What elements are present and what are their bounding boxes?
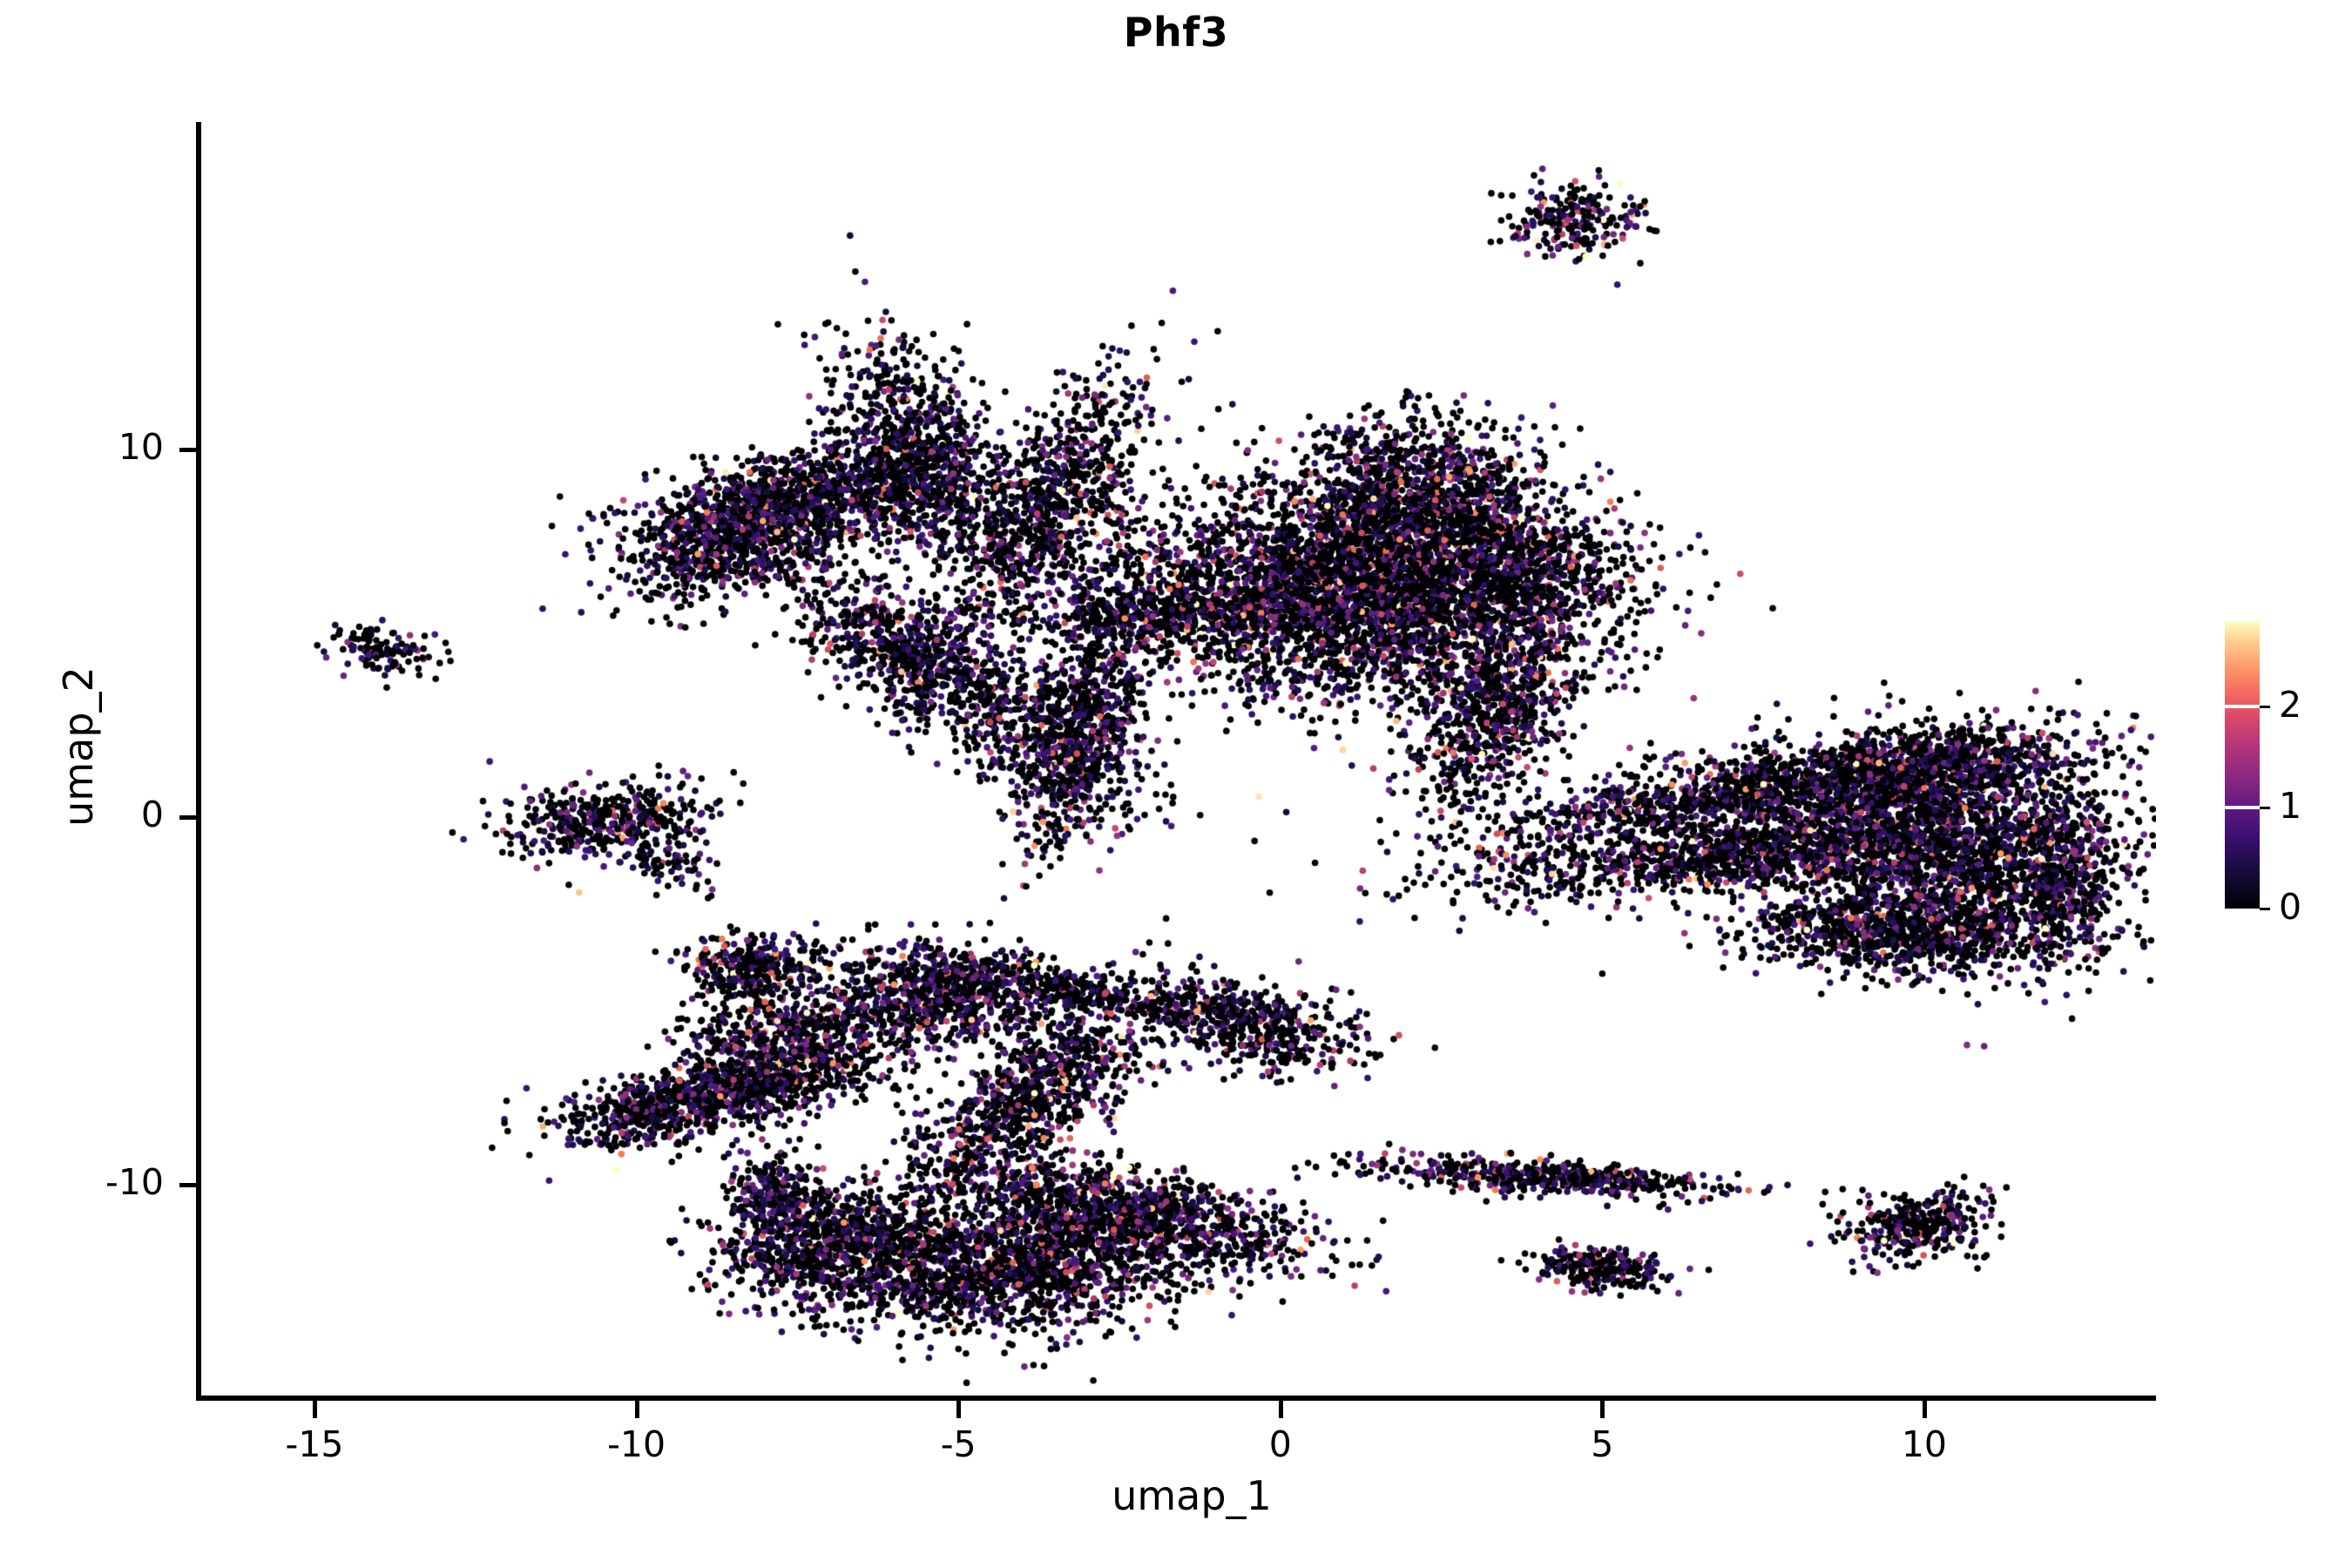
plot-area xyxy=(199,122,2156,1398)
x-tick-mark xyxy=(1278,1401,1283,1418)
x-axis-spine xyxy=(199,1396,2156,1401)
x-tick-mark xyxy=(1600,1401,1605,1418)
x-tick-mark xyxy=(1922,1401,1927,1418)
x-tick-label: -15 xyxy=(285,1423,344,1465)
y-axis-spine xyxy=(196,122,201,1401)
x-tick-mark xyxy=(956,1401,962,1418)
y-axis-label: umap_2 xyxy=(55,666,102,827)
colorbar-tick-label: 1 xyxy=(2279,785,2302,828)
colorbar-tick-outer xyxy=(2260,807,2270,810)
x-tick-label: -10 xyxy=(607,1423,666,1465)
x-tick-mark xyxy=(634,1401,639,1418)
x-tick-label: 0 xyxy=(1268,1423,1292,1465)
x-tick-label: 5 xyxy=(1591,1423,1614,1465)
x-tick-label: -5 xyxy=(940,1423,977,1465)
scatter-canvas xyxy=(199,122,2156,1398)
y-tick-label: 0 xyxy=(140,793,164,835)
x-tick-mark xyxy=(313,1401,318,1418)
x-axis-label: umap_1 xyxy=(1112,1472,1272,1519)
colorbar-gradient xyxy=(2225,621,2260,909)
colorbar-tick-label: 0 xyxy=(2279,886,2302,928)
y-tick-mark xyxy=(179,1183,197,1188)
y-tick-mark xyxy=(179,447,197,452)
colorbar-tick-outer xyxy=(2260,908,2270,910)
colorbar-tick-outer xyxy=(2260,706,2270,709)
colorbar-tick-label: 2 xyxy=(2279,684,2302,727)
colorbar-tick-mark xyxy=(2225,806,2260,810)
page-title: Phf3 xyxy=(1123,9,1229,56)
y-tick-label: -10 xyxy=(105,1161,164,1204)
y-tick-label: 10 xyxy=(118,425,164,468)
colorbar: 0 1 2 xyxy=(2225,621,2329,928)
colorbar-tick-mark xyxy=(2225,705,2260,709)
y-tick-mark xyxy=(179,814,197,820)
x-tick-label: 10 xyxy=(1901,1423,1947,1465)
